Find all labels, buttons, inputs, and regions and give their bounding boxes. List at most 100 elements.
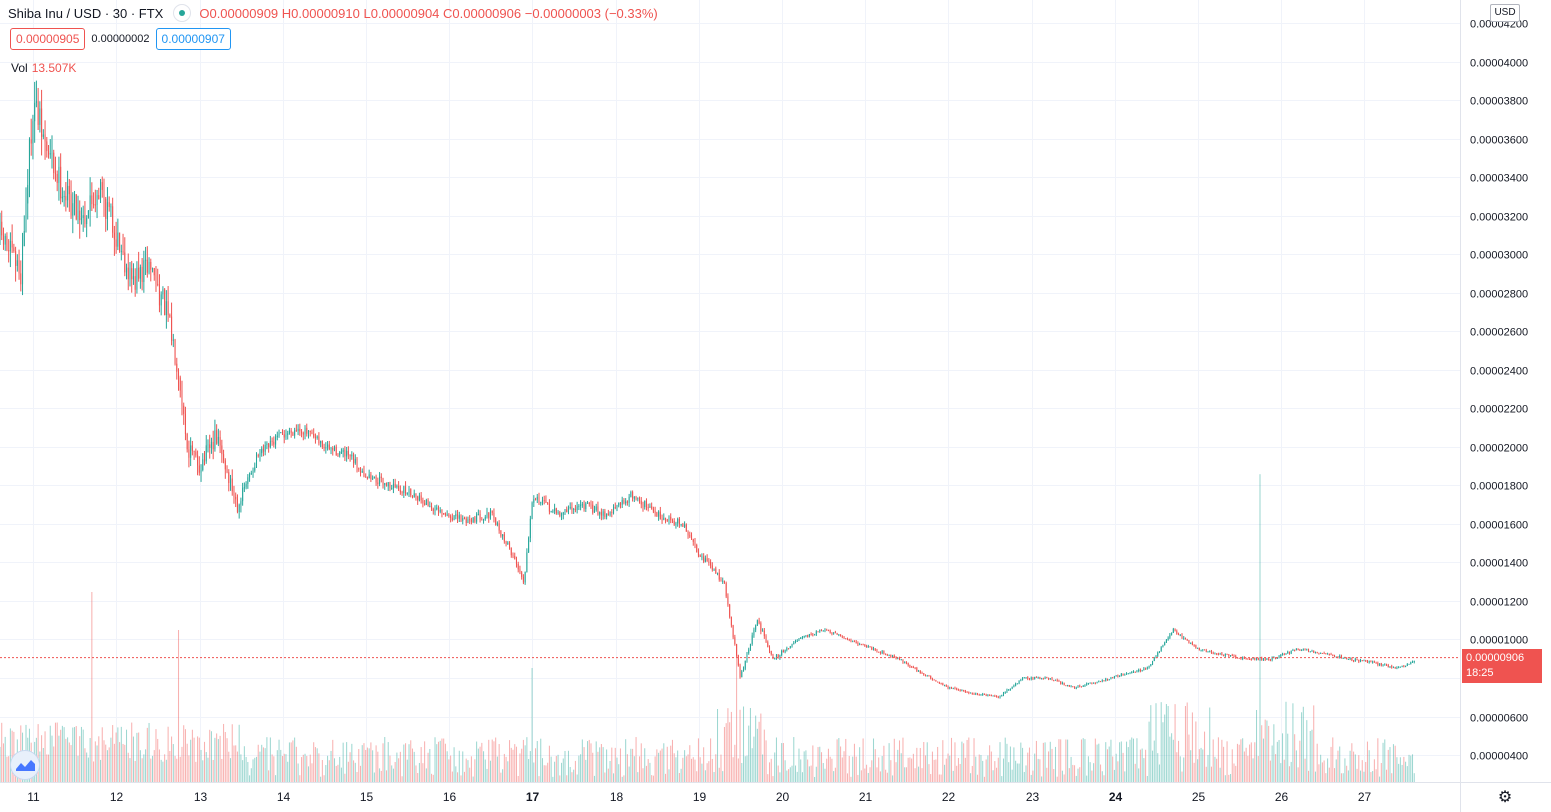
candle-body bbox=[748, 649, 750, 654]
candle-body bbox=[1037, 677, 1039, 679]
volume-bar bbox=[904, 767, 906, 782]
volume-bar bbox=[827, 748, 829, 782]
volume-bar bbox=[592, 752, 594, 782]
volume-bar bbox=[366, 747, 368, 782]
candle-body bbox=[1105, 678, 1107, 681]
volume-bar bbox=[1044, 742, 1046, 782]
currency-button[interactable]: USD bbox=[1490, 4, 1520, 22]
candle-body bbox=[493, 512, 495, 519]
volume-bar bbox=[587, 741, 589, 782]
candle-body bbox=[784, 650, 786, 653]
candle-body bbox=[444, 513, 446, 515]
volume-bar bbox=[72, 727, 74, 782]
volume-bar bbox=[777, 765, 779, 782]
candle-body bbox=[1169, 634, 1171, 638]
candle-body bbox=[74, 194, 76, 204]
volume-bar bbox=[654, 756, 656, 782]
candle-body bbox=[155, 275, 157, 284]
candle-body bbox=[437, 507, 440, 512]
candle-body bbox=[815, 631, 817, 635]
candle-body bbox=[496, 523, 498, 525]
candle-body bbox=[51, 152, 53, 154]
volume-bar bbox=[489, 760, 491, 782]
volume-bar bbox=[314, 747, 316, 782]
candle-body bbox=[829, 630, 831, 633]
volume-bar bbox=[1290, 761, 1292, 782]
volume-bar bbox=[521, 748, 523, 782]
volume-bar bbox=[1063, 774, 1065, 782]
candle-body bbox=[212, 441, 214, 450]
volume-bar bbox=[167, 726, 169, 782]
candle-body bbox=[136, 267, 138, 290]
volume-bar bbox=[1077, 768, 1079, 782]
candle-body bbox=[1023, 677, 1025, 679]
volume-bar bbox=[973, 738, 975, 782]
volume-bar bbox=[578, 755, 580, 782]
candle-body bbox=[476, 514, 478, 522]
volume-bar bbox=[737, 758, 739, 782]
volume-bar bbox=[411, 748, 414, 782]
gear-icon[interactable]: ⚙ bbox=[1497, 789, 1513, 806]
volume-bar bbox=[63, 727, 65, 782]
candle-body bbox=[86, 218, 88, 225]
candle-body bbox=[353, 454, 355, 464]
volume-bar bbox=[1373, 759, 1375, 782]
candle-body bbox=[1013, 685, 1015, 687]
volume-bar bbox=[1124, 771, 1126, 782]
volume-bar bbox=[599, 747, 601, 782]
candle-body bbox=[1011, 686, 1013, 689]
candle-body bbox=[883, 651, 885, 655]
candle-body bbox=[1366, 660, 1368, 663]
volume-bar bbox=[942, 740, 944, 782]
candle-body bbox=[701, 556, 703, 558]
x-tick-label: 22 bbox=[942, 790, 956, 804]
volume-bar bbox=[640, 743, 642, 782]
sell-button[interactable]: 0.00000905 bbox=[10, 28, 86, 50]
candle-body bbox=[245, 483, 247, 488]
tradingview-logo-icon[interactable] bbox=[10, 750, 40, 780]
candle-body bbox=[886, 654, 888, 656]
candle-body bbox=[193, 450, 195, 452]
candle-body bbox=[996, 695, 998, 697]
candle-body bbox=[687, 531, 689, 536]
candle-body bbox=[398, 485, 400, 491]
volume-bar bbox=[1167, 706, 1169, 782]
candle-body bbox=[876, 650, 878, 652]
candle-body bbox=[691, 535, 693, 540]
candle-body bbox=[285, 434, 287, 438]
candle-body bbox=[1349, 658, 1351, 660]
candle-body bbox=[143, 260, 145, 282]
candle-body bbox=[1101, 680, 1103, 682]
buy-button[interactable]: 0.00000907 bbox=[155, 28, 231, 50]
volume-bar bbox=[1098, 743, 1100, 782]
volume-bar bbox=[1200, 747, 1202, 782]
volume-bar bbox=[1297, 767, 1299, 782]
symbol-title[interactable]: Shiba Inu / USD · 30 · FTX bbox=[8, 5, 164, 21]
volume-bar bbox=[1262, 738, 1264, 782]
volume-bar bbox=[261, 744, 263, 782]
volume-bar bbox=[656, 749, 658, 782]
candle-body bbox=[425, 500, 427, 505]
volume-bar bbox=[169, 751, 171, 782]
candle-body bbox=[519, 569, 521, 573]
volume-bar bbox=[767, 774, 769, 782]
candle-body bbox=[1048, 677, 1050, 680]
volume-bar bbox=[1392, 744, 1394, 782]
volume-bar bbox=[916, 747, 918, 782]
candle-body bbox=[186, 433, 188, 450]
y-tick-label: 0.00001400 bbox=[1470, 558, 1528, 570]
candle-body bbox=[221, 445, 223, 455]
volume-bar bbox=[626, 754, 628, 782]
volume-bar bbox=[921, 768, 923, 782]
volume-bar bbox=[266, 737, 268, 782]
candle-body bbox=[954, 687, 956, 689]
volume-bar bbox=[753, 736, 755, 782]
candle-body bbox=[146, 259, 148, 273]
volume-bar bbox=[949, 755, 951, 782]
volume-bar bbox=[1250, 742, 1252, 782]
candle-body bbox=[606, 513, 608, 517]
candle-body bbox=[411, 495, 414, 498]
volume-bar bbox=[1181, 771, 1183, 782]
volume-bar bbox=[1105, 742, 1107, 782]
